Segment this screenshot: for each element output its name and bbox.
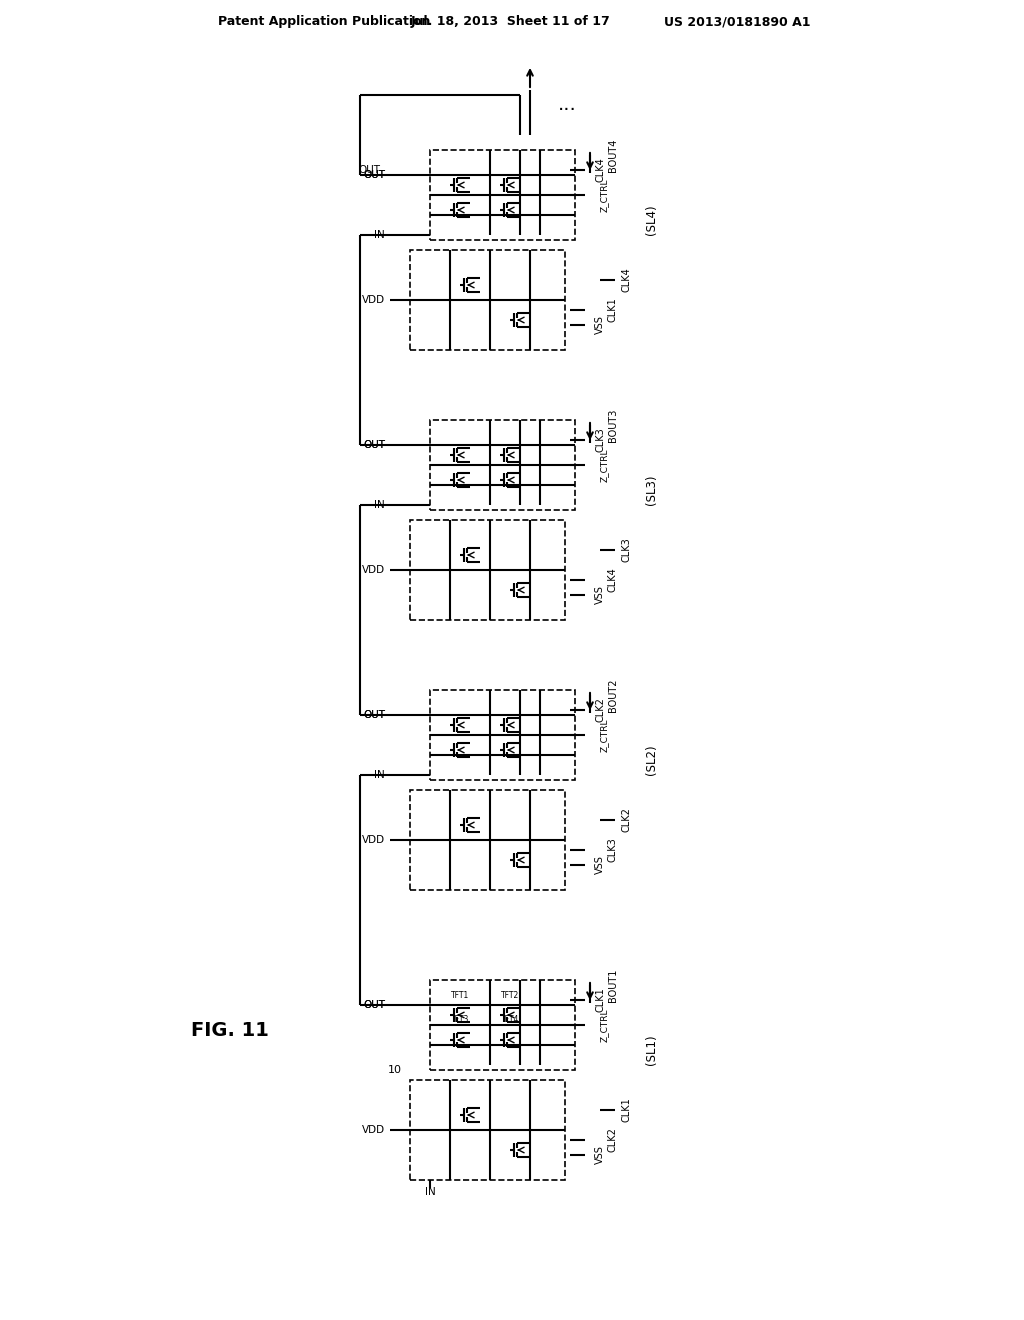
Bar bbox=[430, 979, 575, 1071]
Text: VSS: VSS bbox=[595, 855, 605, 874]
Text: TFT2: TFT2 bbox=[501, 990, 519, 999]
Bar bbox=[410, 520, 565, 620]
Text: VDD: VDD bbox=[361, 294, 385, 305]
Bar bbox=[410, 1080, 565, 1180]
Text: OUT: OUT bbox=[358, 165, 380, 176]
Text: CLK1: CLK1 bbox=[595, 987, 605, 1012]
Text: VDD: VDD bbox=[361, 565, 385, 576]
Text: OUT: OUT bbox=[362, 1001, 385, 1010]
Text: (SL1): (SL1) bbox=[645, 1035, 658, 1065]
Text: VSS: VSS bbox=[595, 1146, 605, 1164]
Text: CLK1: CLK1 bbox=[622, 1098, 632, 1122]
Text: TFT4: TFT4 bbox=[501, 1015, 519, 1024]
Text: VDD: VDD bbox=[361, 836, 385, 845]
Text: (SL3): (SL3) bbox=[645, 475, 658, 506]
Text: OUT: OUT bbox=[362, 170, 385, 180]
Text: CLK2: CLK2 bbox=[622, 808, 632, 833]
Text: OUT: OUT bbox=[362, 1001, 385, 1010]
Text: BOUT4: BOUT4 bbox=[608, 139, 618, 172]
Text: OUT: OUT bbox=[362, 440, 385, 450]
Text: BOUT1: BOUT1 bbox=[608, 969, 618, 1002]
Text: OUT: OUT bbox=[362, 170, 385, 180]
Text: CLK4: CLK4 bbox=[608, 568, 618, 593]
Text: TFT1: TFT1 bbox=[451, 990, 469, 999]
Text: Z_CTRL: Z_CTRL bbox=[600, 718, 609, 752]
Text: CLK4: CLK4 bbox=[595, 157, 605, 182]
Text: CLK3: CLK3 bbox=[608, 838, 618, 862]
Text: BOUT3: BOUT3 bbox=[608, 408, 618, 442]
Text: CLK4: CLK4 bbox=[622, 268, 632, 292]
Bar bbox=[410, 249, 565, 350]
Text: OUT: OUT bbox=[362, 710, 385, 719]
Text: IN: IN bbox=[374, 770, 385, 780]
Text: 10: 10 bbox=[388, 1065, 402, 1074]
Text: (SL2): (SL2) bbox=[645, 744, 658, 775]
Text: VDD: VDD bbox=[361, 1125, 385, 1135]
Text: IN: IN bbox=[374, 500, 385, 510]
Text: CLK1: CLK1 bbox=[608, 297, 618, 322]
Text: BOUT2: BOUT2 bbox=[608, 678, 618, 711]
Bar bbox=[430, 420, 575, 510]
Text: Z_CTRL: Z_CTRL bbox=[600, 178, 609, 211]
Text: TFT3: TFT3 bbox=[451, 1015, 469, 1024]
Text: ...: ... bbox=[558, 95, 577, 115]
Bar bbox=[430, 690, 575, 780]
Text: CLK2: CLK2 bbox=[595, 697, 605, 722]
Bar bbox=[430, 150, 575, 240]
Text: OUT: OUT bbox=[362, 440, 385, 450]
Text: CLK2: CLK2 bbox=[608, 1127, 618, 1152]
Text: IN: IN bbox=[374, 230, 385, 240]
Text: Jul. 18, 2013  Sheet 11 of 17: Jul. 18, 2013 Sheet 11 of 17 bbox=[411, 16, 610, 29]
Text: US 2013/0181890 A1: US 2013/0181890 A1 bbox=[664, 16, 810, 29]
Text: (SL4): (SL4) bbox=[645, 205, 658, 235]
Text: OUT: OUT bbox=[362, 710, 385, 719]
Text: Patent Application Publication: Patent Application Publication bbox=[218, 16, 430, 29]
Text: IN: IN bbox=[425, 1187, 435, 1197]
Text: VSS: VSS bbox=[595, 586, 605, 605]
Text: Z_CTRL: Z_CTRL bbox=[600, 1008, 609, 1041]
Text: Z_CTRL: Z_CTRL bbox=[600, 449, 609, 482]
Text: CLK3: CLK3 bbox=[595, 428, 605, 453]
Text: FIG. 11: FIG. 11 bbox=[191, 1020, 269, 1040]
Bar bbox=[410, 789, 565, 890]
Text: VSS: VSS bbox=[595, 315, 605, 334]
Text: CLK3: CLK3 bbox=[622, 537, 632, 562]
